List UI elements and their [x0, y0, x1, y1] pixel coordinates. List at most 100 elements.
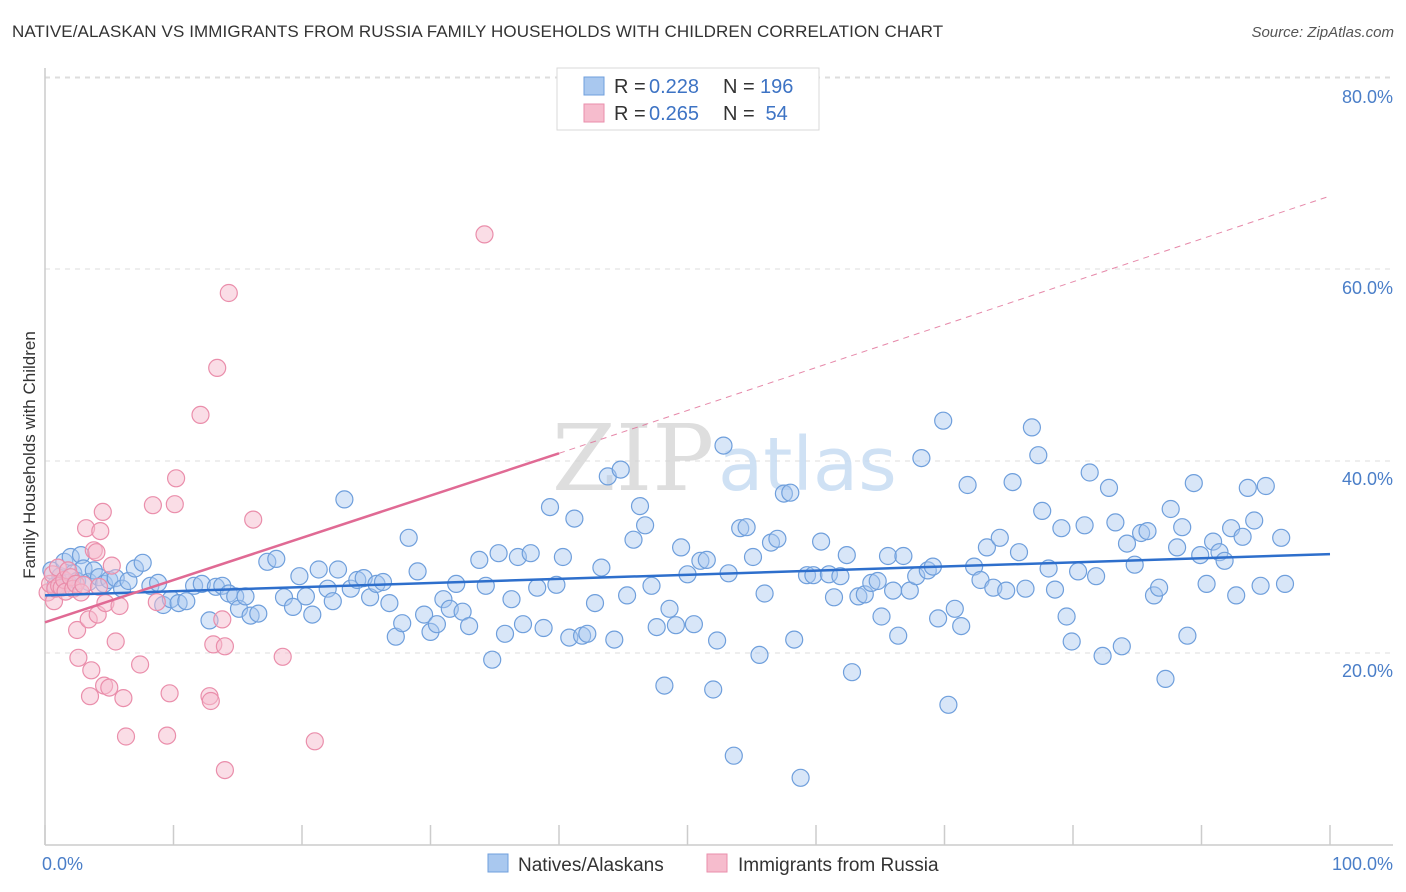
point-natives-25: [177, 592, 196, 611]
point-natives-100: [671, 538, 691, 557]
point-natives-92: [624, 530, 643, 549]
point-russia-40: [160, 684, 179, 703]
point-natives-70: [483, 650, 502, 669]
bottom-legend-swatch-russia: [706, 853, 728, 873]
point-natives-93: [630, 497, 650, 516]
x-tick-label-0: 0.0%: [42, 854, 83, 874]
point-natives-81: [553, 547, 573, 567]
point-natives-34: [236, 587, 255, 606]
point-russia-50: [215, 637, 234, 656]
point-natives-140: [912, 449, 931, 468]
point-natives-47: [328, 560, 348, 579]
point-natives-107: [714, 436, 733, 455]
bottom-legend-label-natives: Natives/Alaskans: [518, 855, 664, 876]
point-natives-135: [883, 581, 903, 600]
y-tick-label-40: 40.0%: [1342, 469, 1393, 489]
point-natives-177: [1138, 521, 1157, 541]
point-natives-59: [408, 562, 427, 581]
legend-r-value-russia: 0.265: [649, 103, 699, 125]
trend-line-russia: [44, 452, 560, 624]
point-natives-117: [774, 484, 794, 503]
point-natives-123: [811, 532, 831, 551]
point-natives-114: [755, 584, 774, 603]
point-natives-68: [470, 550, 489, 570]
point-natives-67: [460, 616, 479, 636]
point-natives-96: [647, 617, 666, 637]
point-russia-21: [82, 661, 101, 680]
point-russia-51: [219, 283, 238, 303]
point-natives-105: [704, 680, 723, 699]
legend-r-value-natives: 0.228: [649, 76, 699, 98]
point-natives-184: [1178, 626, 1197, 645]
point-russia-15: [69, 648, 88, 667]
point-russia-14: [67, 620, 87, 640]
point-natives-58: [399, 528, 418, 547]
point-natives-104: [697, 550, 716, 570]
legend-top: R = 0.228 N = 196 R = 0.265 N = 54: [556, 67, 820, 131]
point-natives-57: [393, 614, 412, 633]
y-tick-label-20: 20.0%: [1342, 661, 1393, 681]
point-natives-99: [666, 616, 686, 635]
point-natives-95: [642, 576, 661, 595]
point-natives-122: [804, 566, 823, 585]
point-natives-186: [1191, 545, 1210, 565]
legend-n-label-russia: N =: [723, 103, 755, 125]
point-natives-87: [592, 558, 611, 577]
point-natives-42: [296, 587, 315, 606]
point-natives-77: [528, 578, 547, 597]
point-natives-188: [1203, 532, 1223, 551]
point-natives-127: [837, 545, 856, 565]
point-natives-147: [952, 616, 971, 636]
point-natives-65: [447, 574, 466, 594]
point-natives-131: [862, 573, 881, 593]
point-russia-53: [273, 647, 292, 666]
point-natives-193: [1233, 527, 1252, 546]
point-natives-187: [1197, 574, 1216, 594]
point-natives-196: [1251, 576, 1270, 595]
point-natives-55: [380, 593, 399, 613]
point-natives-106: [707, 631, 727, 650]
point-russia-31: [102, 556, 121, 575]
point-natives-132: [868, 571, 887, 591]
point-natives-197: [1256, 476, 1275, 496]
point-natives-98: [660, 599, 679, 618]
point-natives-154: [997, 581, 1016, 600]
axes: [44, 68, 1393, 846]
point-natives-40: [283, 597, 303, 617]
point-natives-146: [945, 599, 964, 618]
point-natives-90: [611, 460, 630, 479]
y-tick-label-80: 80.0%: [1342, 87, 1393, 107]
point-russia-27: [93, 502, 112, 521]
point-russia-43: [191, 405, 210, 424]
point-natives-176: [1131, 523, 1151, 543]
point-natives-130: [855, 585, 874, 604]
chart-title: NATIVE/ALASKAN VS IMMIGRANTS FROM RUSSIA…: [12, 22, 944, 41]
point-natives-167: [1075, 516, 1094, 535]
legend-r-label-russia: R =: [614, 103, 646, 125]
point-natives-151: [977, 538, 997, 557]
point-natives-112: [743, 547, 763, 567]
point-natives-89: [605, 630, 624, 649]
point-natives-171: [1099, 478, 1119, 497]
legend-n-label-natives: N =: [723, 76, 755, 98]
point-natives-109: [724, 746, 743, 765]
point-russia-32: [106, 632, 125, 651]
point-russia-39: [158, 726, 177, 745]
legend-n-value-natives: 196: [760, 76, 793, 98]
point-natives-46: [323, 592, 342, 611]
point-russia-30: [100, 678, 119, 697]
bottom-legend-label-russia: Immigrants from Russia: [738, 855, 939, 876]
point-natives-148: [958, 475, 977, 495]
trend-line-natives: [44, 552, 1331, 597]
point-natives-73: [502, 590, 521, 609]
point-russia-54: [305, 732, 324, 751]
point-russia-34: [114, 688, 133, 708]
point-natives-192: [1227, 586, 1246, 605]
point-russia-25: [89, 577, 109, 596]
point-natives-103: [691, 551, 710, 570]
legend-swatch-natives: [583, 76, 605, 96]
point-natives-41: [290, 567, 309, 586]
point-natives-97: [655, 676, 674, 695]
point-natives-43: [303, 605, 322, 624]
